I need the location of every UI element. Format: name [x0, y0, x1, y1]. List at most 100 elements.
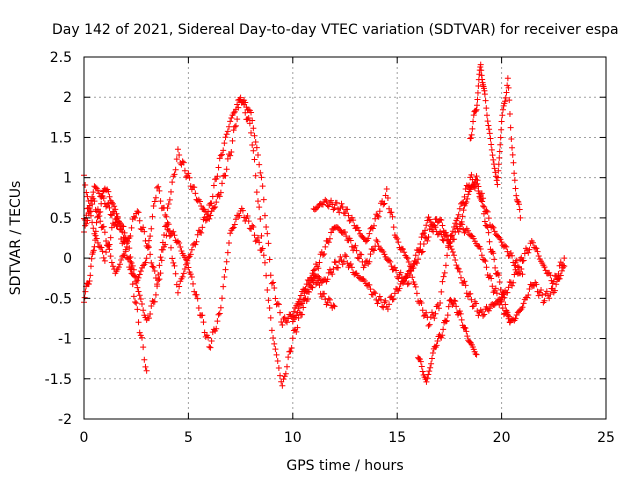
- data-point: [251, 232, 258, 239]
- data-point: [186, 174, 193, 181]
- data-point: [485, 215, 492, 222]
- data-point: [230, 110, 237, 117]
- data-point: [108, 212, 115, 219]
- data-point: [158, 257, 165, 264]
- data-point: [339, 261, 346, 268]
- data-point: [551, 287, 558, 294]
- data-point: [533, 245, 540, 252]
- data-point: [365, 235, 372, 242]
- data-point: [216, 155, 223, 162]
- data-point: [108, 199, 115, 206]
- data-point: [168, 244, 174, 251]
- data-point: [165, 200, 172, 207]
- data-point: [491, 301, 498, 308]
- data-point: [400, 246, 406, 253]
- data-point: [99, 248, 106, 255]
- data-point: [470, 118, 477, 125]
- data-point: [343, 253, 350, 260]
- data-point: [185, 170, 192, 177]
- data-point: [483, 222, 490, 229]
- data-point: [217, 152, 224, 159]
- data-point: [455, 211, 462, 218]
- data-point: [405, 280, 412, 287]
- data-point: [489, 152, 496, 159]
- data-point: [171, 171, 178, 178]
- data-point: [404, 281, 411, 288]
- data-point: [151, 298, 158, 305]
- data-point: [119, 228, 126, 235]
- data-point: [372, 215, 379, 222]
- data-point: [471, 185, 478, 192]
- data-point: [136, 217, 143, 224]
- data-point: [193, 291, 200, 298]
- data-point: [485, 122, 492, 129]
- data-point: [375, 213, 382, 220]
- data-point: [504, 248, 511, 255]
- data-point: [267, 272, 274, 279]
- data-point: [375, 243, 382, 250]
- data-point: [558, 267, 565, 274]
- data-point: [487, 272, 493, 279]
- data-point: [369, 246, 376, 253]
- data-point: [525, 291, 532, 298]
- data-point: [350, 217, 357, 224]
- data-point: [486, 126, 493, 133]
- data-point: [391, 264, 398, 271]
- data-point: [140, 224, 147, 231]
- data-point: [180, 159, 187, 166]
- data-point: [366, 258, 373, 265]
- data-point: [235, 104, 242, 111]
- data-point: [239, 207, 246, 214]
- data-point: [347, 260, 354, 267]
- data-point: [451, 252, 458, 259]
- data-point: [505, 312, 512, 319]
- data-point: [217, 304, 224, 311]
- data-point: [150, 264, 157, 271]
- data-point: [210, 182, 217, 189]
- data-point: [94, 239, 101, 246]
- data-point: [147, 311, 154, 318]
- data-point: [137, 296, 144, 303]
- data-point: [171, 262, 178, 269]
- data-point: [268, 327, 275, 334]
- data-point: [481, 204, 488, 211]
- data-point: [344, 206, 351, 213]
- data-point: [274, 357, 281, 364]
- data-point: [425, 322, 432, 329]
- data-point: [147, 251, 154, 258]
- data-point: [439, 236, 446, 243]
- data-point: [555, 271, 562, 278]
- data-point: [221, 273, 228, 280]
- data-point: [219, 180, 226, 187]
- data-point: [133, 300, 140, 307]
- data-point: [461, 324, 468, 331]
- data-point: [420, 230, 427, 237]
- data-point: [90, 189, 97, 196]
- data-point: [514, 263, 521, 270]
- data-point: [229, 225, 236, 232]
- data-point: [513, 257, 520, 264]
- data-point: [474, 96, 481, 103]
- data-point: [188, 246, 195, 253]
- data-point: [517, 214, 524, 221]
- data-point: [510, 159, 517, 166]
- data-point: [439, 332, 446, 339]
- data-point: [433, 342, 440, 349]
- data-point: [412, 283, 419, 290]
- data-point: [336, 209, 343, 216]
- data-point: [176, 239, 183, 246]
- data-point: [176, 152, 183, 159]
- data-point: [135, 209, 142, 216]
- data-point: [355, 227, 362, 234]
- data-point: [438, 334, 445, 341]
- data-point: [493, 177, 500, 184]
- data-point: [326, 296, 333, 303]
- data-point: [300, 296, 307, 303]
- data-point: [150, 203, 157, 210]
- data-point: [429, 350, 436, 357]
- data-point: [382, 297, 389, 304]
- data-point: [519, 304, 526, 311]
- data-point: [280, 376, 287, 383]
- data-point: [156, 187, 163, 194]
- data-point: [354, 224, 361, 231]
